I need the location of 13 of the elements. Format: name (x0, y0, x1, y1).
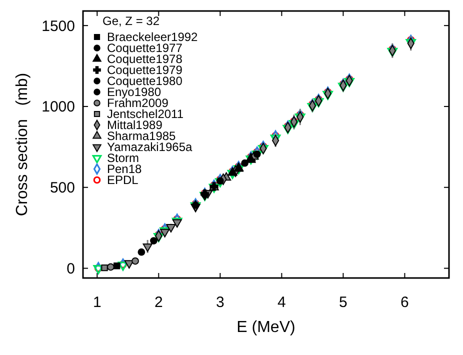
x-tick-label: 6 (400, 294, 409, 311)
x-tick-label: 4 (278, 294, 286, 311)
x-tick-label: 1 (92, 294, 102, 311)
x-tick-label: 3 (216, 294, 224, 311)
x-tick-label: 5 (339, 294, 348, 311)
y-tick-label: 1500 (42, 18, 75, 35)
y-tick-label: 1000 (42, 98, 75, 116)
x-axis-title: E (MeV) (236, 319, 296, 336)
y-tick-label: 0 (66, 260, 75, 278)
x-tick-label: 2 (154, 294, 163, 311)
y-axis-title: Cross section (mb) (14, 72, 31, 216)
y-tick-label: 500 (50, 180, 75, 197)
legend-title: Ge, Z = 32 (102, 14, 160, 28)
